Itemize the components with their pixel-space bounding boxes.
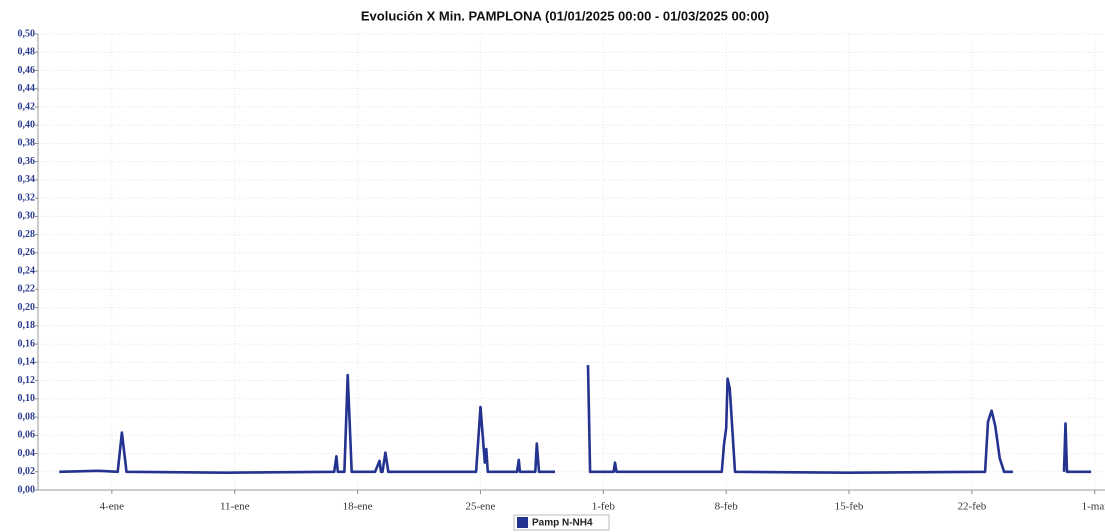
legend-label: Pamp N-NH4 [532,518,593,529]
y-tick-label: 0,14 [18,357,36,368]
y-tick-label: 0,18 [18,320,36,331]
y-tick-label: 0,26 [18,247,36,258]
y-tick-label: 0,34 [18,174,36,185]
x-tick-label: 22-feb [958,501,987,513]
x-tick-label: 11-ene [220,501,250,513]
x-tick-label: 1-mar [1082,501,1105,513]
chart-title: Evolución X Min. PAMPLONA (01/01/2025 00… [361,8,769,23]
y-tick-label: 0,28 [18,229,36,240]
y-tick-label: 0,10 [18,393,36,404]
y-tick-label: 0,32 [18,192,36,203]
y-tick-label: 0,46 [18,65,36,76]
y-tick-label: 0,42 [18,101,36,112]
legend-box [513,514,610,531]
y-tick-label: 0,36 [18,156,36,167]
legend-swatch [517,517,528,528]
series-line [59,365,1092,474]
x-tick-label: 18-ene [343,501,373,513]
x-tick-label: 1-feb [592,501,616,513]
x-tick-label: 8-feb [715,501,739,513]
y-tick-label: 0,06 [18,430,36,441]
y-tick-label: 0,20 [18,302,36,313]
y-tick-label: 0,30 [18,211,36,222]
y-tick-label: 0,40 [18,119,36,130]
y-tick-label: 0,24 [18,265,36,276]
y-tick-label: 0,00 [18,484,36,495]
x-tick-label: 25-ene [465,501,495,513]
y-tick-label: 0,22 [18,284,36,295]
y-tick-label: 0,50 [18,28,36,39]
y-tick-label: 0,44 [18,83,36,94]
y-tick-label: 0,04 [18,448,36,459]
y-tick-label: 0,12 [18,375,36,386]
x-tick-label: 15-feb [835,501,864,513]
y-tick-label: 0,02 [18,466,36,477]
x-tick-label: 4-ene [100,501,125,513]
y-tick-label: 0,08 [18,411,36,422]
y-tick-label: 0,48 [18,47,36,58]
y-tick-label: 0,16 [18,338,36,349]
y-tick-label: 0,38 [18,138,36,149]
